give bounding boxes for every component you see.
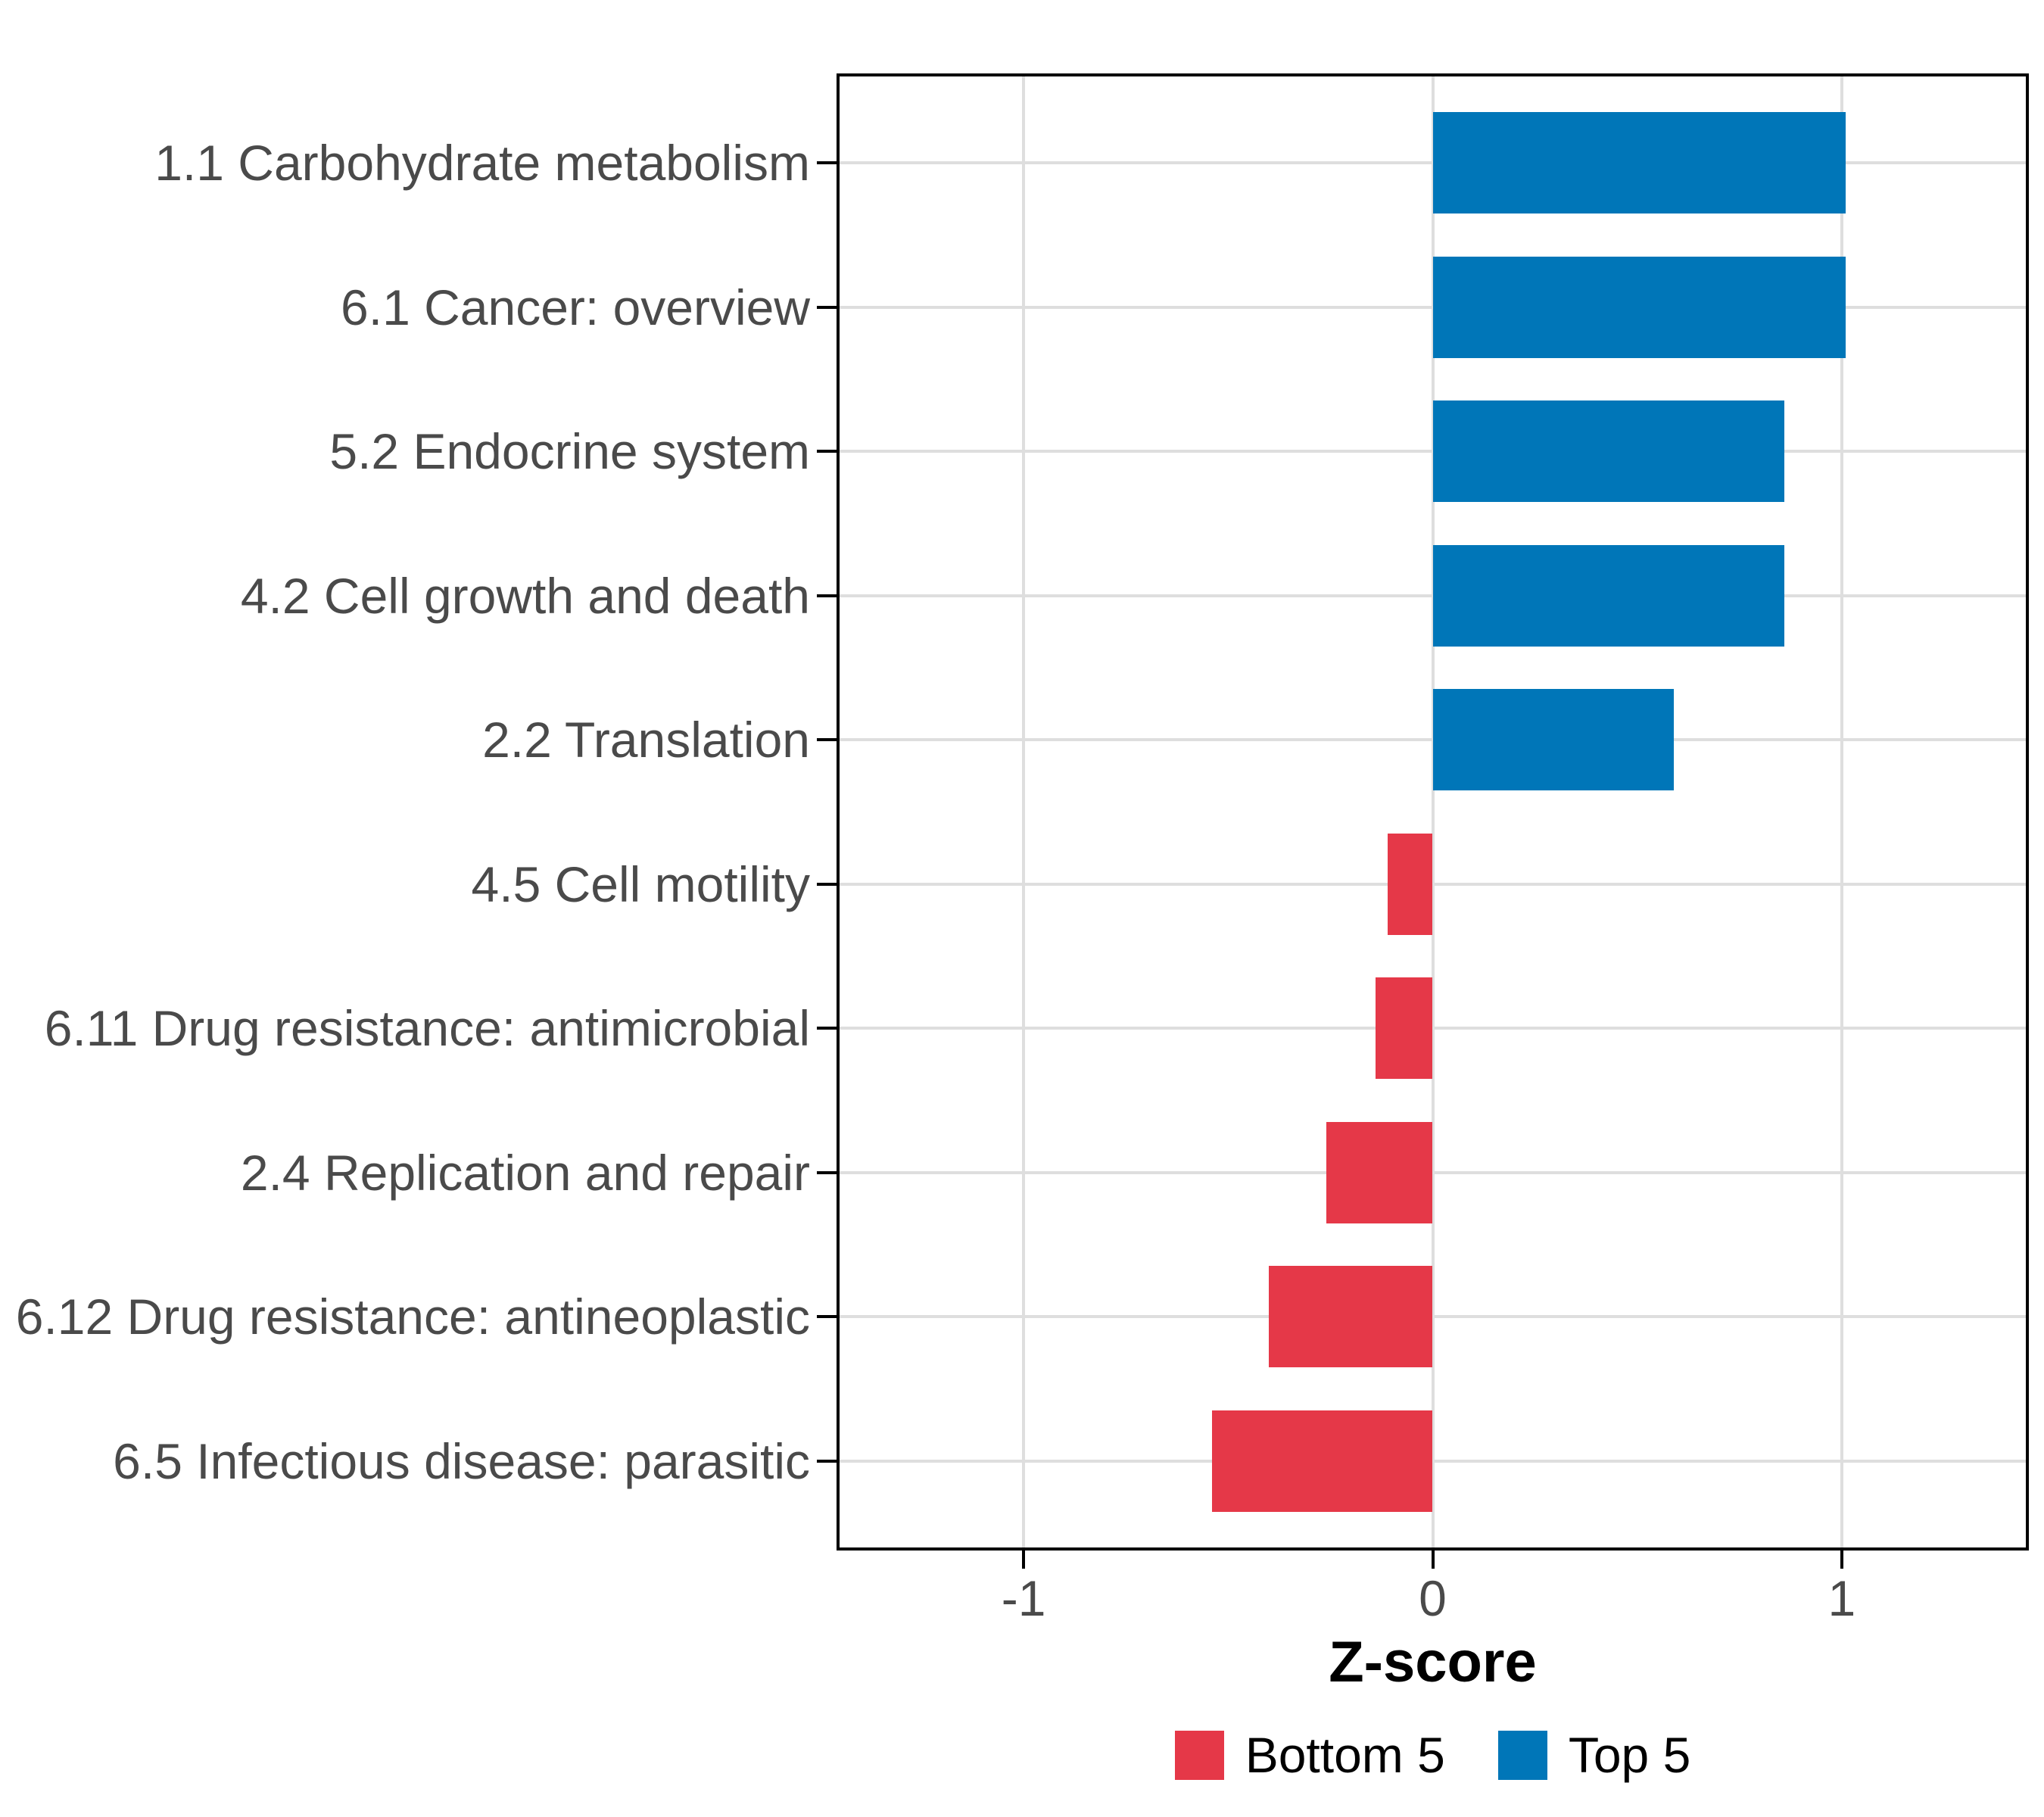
- y-axis-tick: [817, 161, 837, 165]
- gridline-horizontal: [840, 1315, 2026, 1319]
- y-axis-tick: [817, 594, 837, 597]
- category-label: 6.1 Cancer: overview: [341, 279, 810, 335]
- y-axis-tick: [817, 738, 837, 742]
- gridline-vertical: [1022, 76, 1026, 1547]
- bar-6: [1388, 833, 1433, 935]
- legend-item-label: Bottom 5: [1245, 1727, 1445, 1783]
- y-axis-tick: [817, 305, 837, 309]
- x-axis-tick: [1840, 1551, 1843, 1569]
- y-axis-tick: [817, 1315, 837, 1319]
- legend-item-bottom-5: Bottom 5: [1174, 1727, 1445, 1783]
- category-label: 2.4 Replication and repair: [240, 1144, 810, 1201]
- y-axis-tick: [817, 1459, 837, 1463]
- bar-1: [1432, 112, 1846, 214]
- y-axis-tick: [817, 1027, 837, 1030]
- bar-9: [1269, 1266, 1433, 1368]
- legend-key-swatch: [1174, 1730, 1224, 1780]
- x-axis-title: Z-score: [1329, 1630, 1537, 1694]
- x-axis-tick-label: 0: [1419, 1570, 1447, 1626]
- x-axis-tick: [1022, 1551, 1026, 1569]
- bar-3: [1432, 400, 1785, 503]
- y-axis-tick: [817, 882, 837, 886]
- bar-2: [1432, 256, 1846, 358]
- category-label: 4.5 Cell motility: [471, 856, 810, 912]
- category-label: 6.5 Infectious disease: parasitic: [113, 1432, 810, 1489]
- category-label: 6.12 Drug resistance: antineoplastic: [15, 1289, 810, 1345]
- category-label: 4.2 Cell growth and death: [240, 567, 810, 624]
- gridline-horizontal: [840, 1027, 2026, 1030]
- y-axis-tick: [817, 450, 837, 453]
- plot-panel-inner: [840, 76, 2026, 1547]
- bar-10: [1211, 1410, 1433, 1512]
- gridline-vertical: [1431, 76, 1435, 1547]
- legend-item-top-5: Top 5: [1497, 1727, 1691, 1783]
- x-axis-tick-label: 1: [1827, 1570, 1856, 1626]
- bar-4: [1432, 544, 1785, 647]
- gridline-horizontal: [840, 882, 2026, 886]
- legend: Bottom 5 Top 5: [837, 1717, 2029, 1793]
- category-label: 5.2 Endocrine system: [329, 423, 810, 480]
- y-axis-tick: [817, 1170, 837, 1174]
- legend-item-label: Top 5: [1568, 1727, 1691, 1783]
- category-label: 1.1 Carbohydrate metabolism: [154, 135, 810, 192]
- gridline-vertical: [1840, 76, 1843, 1547]
- category-label: 6.11 Drug resistance: antimicrobial: [44, 1000, 810, 1057]
- gridline-horizontal: [840, 1170, 2026, 1174]
- x-axis-tick-label: -1: [1001, 1570, 1046, 1626]
- legend-key-swatch: [1497, 1730, 1547, 1780]
- category-label: 2.2 Translation: [482, 712, 810, 768]
- x-axis-tick: [1431, 1551, 1435, 1569]
- bar-8: [1326, 1121, 1433, 1223]
- gridline-horizontal: [840, 1459, 2026, 1463]
- plot-panel: [837, 73, 2029, 1551]
- bar-5: [1432, 689, 1675, 791]
- bar-7: [1375, 977, 1433, 1080]
